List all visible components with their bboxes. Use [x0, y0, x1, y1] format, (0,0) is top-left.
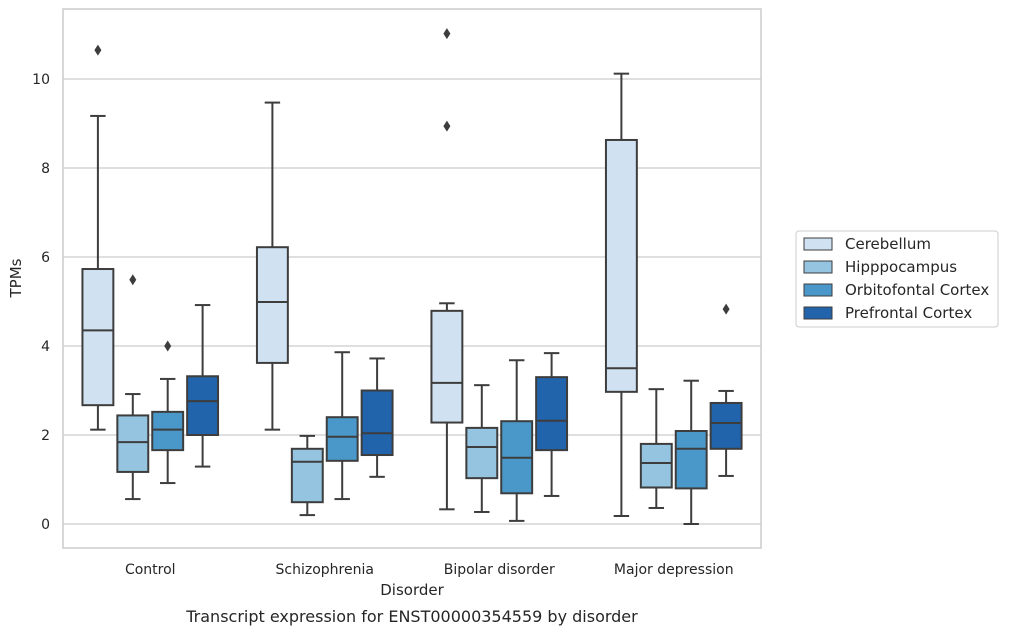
- plot-frame: [62, 8, 762, 549]
- box-0-3: [186, 304, 220, 468]
- box-iqr: [290, 447, 324, 504]
- outlier-point: [443, 120, 451, 132]
- legend-frame: [795, 230, 999, 328]
- legend-label: Cerebellum: [845, 235, 931, 253]
- y-tick-labels: 0 2 4 6 8 10: [32, 72, 50, 533]
- box-iqr: [116, 414, 150, 473]
- y-tick-label: 2: [41, 428, 50, 444]
- outlier-point: [94, 44, 102, 56]
- y-tick-label: 10: [32, 72, 50, 88]
- outlier-point: [129, 274, 137, 286]
- box-0-2: [151, 340, 185, 485]
- y-tick-label: 8: [41, 161, 50, 177]
- legend-label: Prefrontal Cortex: [845, 304, 972, 322]
- box-iqr: [255, 246, 289, 364]
- box-1-3: [360, 357, 394, 478]
- legend-label: Orbitofontal Cortex: [845, 281, 989, 299]
- outlier-point: [443, 28, 451, 40]
- y-tick-label: 0: [41, 517, 50, 533]
- y-tick-label: 4: [41, 339, 50, 355]
- y-tick-label: 6: [41, 250, 50, 266]
- legend-swatch: [803, 306, 833, 320]
- x-tick-label: Schizophrenia: [276, 562, 374, 578]
- x-tick-label: Bipolar disorder: [444, 562, 555, 578]
- box-2-3: [535, 352, 569, 497]
- box-3-2: [674, 379, 708, 525]
- legend-swatch: [803, 260, 833, 274]
- x-tick-label: Control: [125, 562, 176, 578]
- box-1-2: [325, 351, 359, 501]
- box-3-1: [639, 388, 673, 509]
- box-3-0: [604, 72, 638, 517]
- box-1-0: [255, 101, 289, 431]
- box-2-2: [500, 359, 534, 522]
- box-iqr: [325, 416, 359, 462]
- box-iqr: [81, 268, 115, 407]
- box-iqr: [604, 138, 638, 393]
- x-tick-labels: Control Schizophrenia Bipolar disorder Majo…: [125, 562, 734, 578]
- box-iqr: [360, 389, 394, 457]
- legend: Cerebellum Hipppocampus Orbitofontal Corte…: [795, 230, 999, 328]
- box-3-3: [709, 303, 743, 477]
- box-0-1: [116, 274, 150, 501]
- legend-swatch: [803, 237, 833, 251]
- boxes: [81, 28, 743, 525]
- box-iqr: [709, 401, 743, 450]
- outlier-point: [722, 303, 730, 315]
- box-0-0: [81, 44, 115, 431]
- box-iqr: [430, 309, 464, 424]
- y-axis-label: TPMs: [7, 258, 25, 298]
- box-1-1: [290, 434, 324, 517]
- outlier-point: [164, 340, 172, 352]
- box-iqr: [465, 426, 499, 480]
- box-iqr: [535, 376, 569, 452]
- legend-label: Hipppocampus: [845, 258, 957, 276]
- box-iqr: [674, 429, 708, 490]
- box-iqr: [151, 410, 185, 452]
- box-2-0: [430, 28, 464, 511]
- chart-caption: Transcript expression for ENST0000035455…: [185, 607, 638, 626]
- x-axis-label: Disorder: [380, 581, 444, 599]
- legend-swatch: [803, 283, 833, 297]
- box-iqr: [186, 375, 220, 437]
- box-iqr: [639, 442, 673, 489]
- x-tick-label: Major depression: [614, 562, 734, 578]
- box-2-1: [465, 384, 499, 513]
